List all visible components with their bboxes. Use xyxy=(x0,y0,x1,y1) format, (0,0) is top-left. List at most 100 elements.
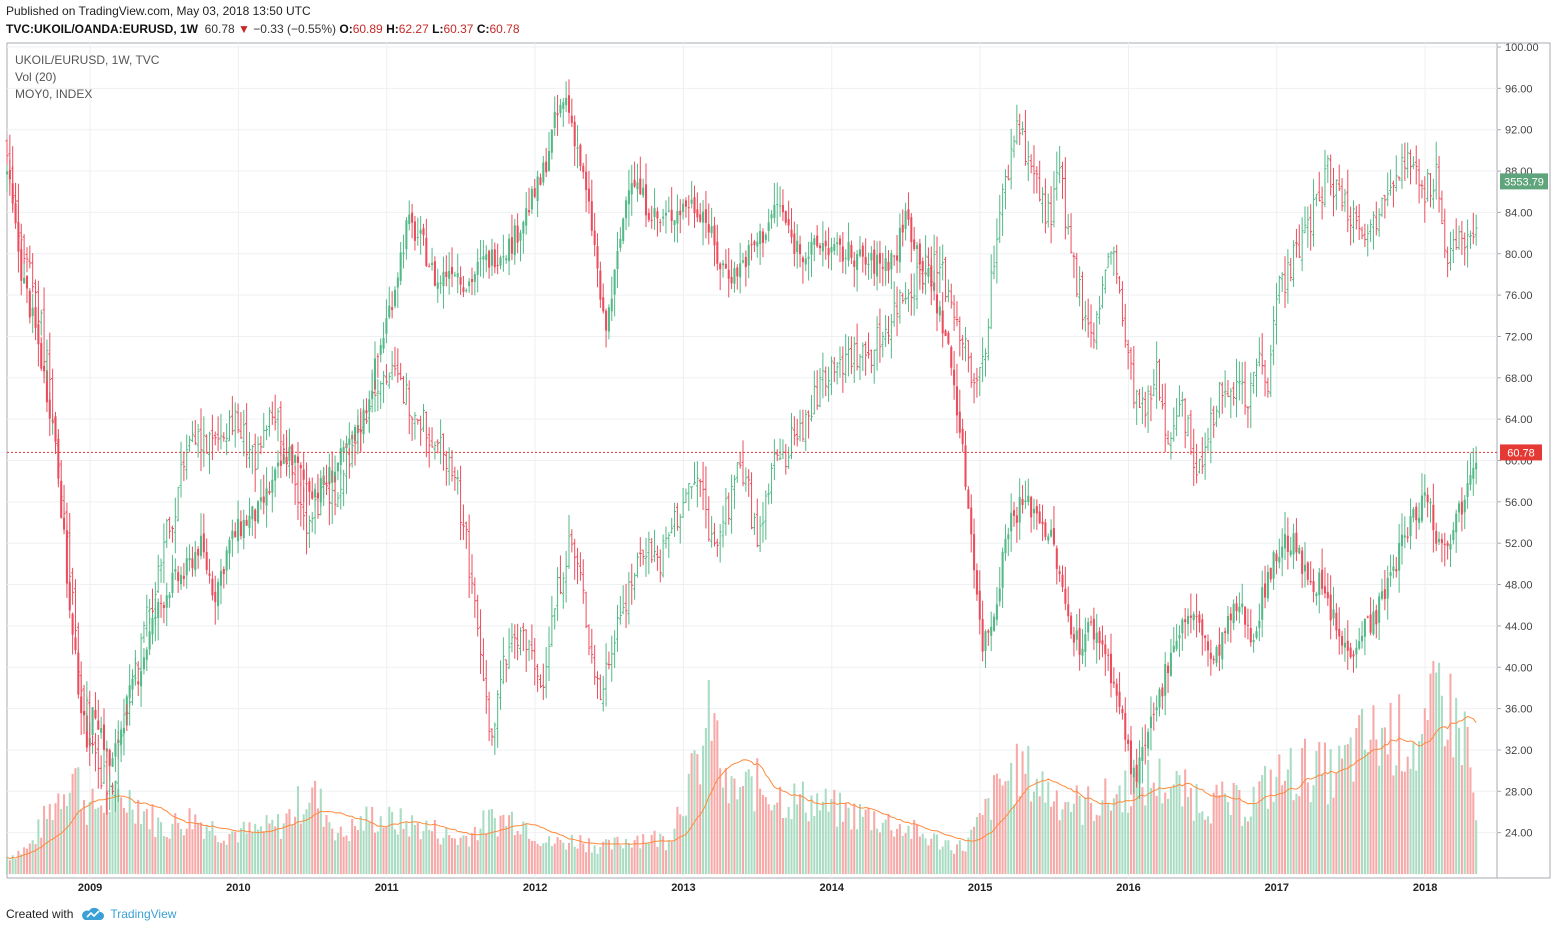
candle-body xyxy=(1052,528,1055,545)
volume-bar xyxy=(1206,816,1210,874)
volume-bar xyxy=(1047,781,1050,874)
candle-body xyxy=(702,211,705,223)
candle-body xyxy=(1352,654,1355,657)
legend-volume[interactable]: Vol (20) xyxy=(15,70,57,84)
candle-body xyxy=(151,617,154,635)
candle-body xyxy=(605,310,608,331)
volume-bar xyxy=(1283,780,1287,874)
legend-index[interactable]: MOY0, INDEX xyxy=(15,87,93,101)
candle-body xyxy=(513,225,516,256)
volume-bar xyxy=(1081,824,1084,874)
candle-body xyxy=(707,224,710,233)
candle-body xyxy=(1101,640,1104,645)
candle-body xyxy=(827,248,830,256)
volume-bar xyxy=(77,767,80,874)
candle-body xyxy=(165,595,168,608)
volume-bar xyxy=(1232,782,1235,874)
x-tick-label: 2015 xyxy=(968,882,992,894)
volume-bar xyxy=(1107,803,1110,874)
candle-body xyxy=(1426,494,1429,503)
volume-bar xyxy=(125,812,128,874)
candle-body xyxy=(1012,510,1016,516)
volume-bar xyxy=(1458,727,1461,874)
volume-bar xyxy=(25,848,28,874)
volume-bar xyxy=(833,789,836,874)
candle-body xyxy=(1124,713,1127,740)
candle-body xyxy=(28,290,31,318)
volume-bar xyxy=(174,812,177,874)
volume-bar xyxy=(285,813,288,874)
candle-body xyxy=(747,245,750,266)
candle-body xyxy=(1278,557,1281,563)
volume-bar xyxy=(1335,773,1338,874)
volume-bar xyxy=(607,839,610,874)
candle-body xyxy=(613,269,616,295)
candle-body xyxy=(1272,552,1275,579)
volume-bar xyxy=(667,840,670,874)
candle-body xyxy=(864,256,867,265)
candle-body xyxy=(217,581,220,607)
volume-bar xyxy=(368,822,371,874)
volume-bar xyxy=(722,787,725,874)
volume-bar xyxy=(727,803,730,874)
volume-bar xyxy=(816,793,819,874)
candle-body xyxy=(1406,536,1409,539)
candle-body xyxy=(1281,546,1284,558)
candle-body xyxy=(764,234,767,240)
high-value: 62.27 xyxy=(398,22,429,36)
candle-body xyxy=(915,245,919,249)
candle-body xyxy=(870,253,873,261)
volume-bar xyxy=(1312,785,1315,874)
candle-body xyxy=(308,481,311,492)
volume-bar xyxy=(536,843,539,874)
candle-body xyxy=(448,270,451,279)
candle-body xyxy=(941,310,944,334)
candle-body xyxy=(664,213,668,216)
volume-bar xyxy=(719,768,722,874)
volume-bar xyxy=(642,834,645,874)
candle-body xyxy=(836,242,839,245)
candle-body xyxy=(1018,497,1021,523)
tradingview-link[interactable]: TradingView xyxy=(81,907,176,921)
candle-body xyxy=(473,274,476,282)
candle-body xyxy=(876,254,879,277)
candle-body xyxy=(950,346,953,368)
volume-bar xyxy=(1466,726,1469,874)
volume-bar xyxy=(993,775,996,874)
candle-body xyxy=(1092,618,1095,640)
volume-bar xyxy=(707,680,710,874)
candle-body xyxy=(716,241,719,264)
candle-body xyxy=(336,462,339,472)
published-note: Published on TradingView.com, May 03, 20… xyxy=(6,4,311,18)
candle-body xyxy=(1010,512,1013,532)
volume-bar xyxy=(57,793,60,874)
volume-bar xyxy=(100,805,103,874)
candle-body xyxy=(1341,636,1344,646)
candle-body xyxy=(801,257,804,263)
candle-body xyxy=(262,496,265,503)
candle-body xyxy=(659,221,662,223)
volume-bar xyxy=(197,823,200,874)
volume-bar xyxy=(302,814,305,874)
volume-bar xyxy=(1446,739,1449,874)
y-tick-label: 100.00 xyxy=(1505,42,1539,54)
candle-body xyxy=(1172,645,1175,652)
volume-bar xyxy=(1378,765,1381,874)
volume-bar xyxy=(1281,785,1284,874)
volume-bar xyxy=(1420,734,1423,874)
volume-bar xyxy=(11,855,14,874)
candle-body xyxy=(1358,641,1361,649)
candle-body xyxy=(556,113,559,116)
legend-main-series[interactable]: UKOIL/EURUSD, 1W, TVC xyxy=(15,53,160,67)
candle-body xyxy=(530,189,533,210)
volume-bar xyxy=(276,814,280,874)
volume-bar xyxy=(1244,816,1247,874)
candle-body xyxy=(704,209,707,223)
volume-bar xyxy=(1075,785,1078,874)
candle-body xyxy=(148,631,151,650)
volume-bar xyxy=(1329,749,1332,874)
volume-bar xyxy=(393,829,396,874)
candle-body xyxy=(311,491,314,499)
volume-bar xyxy=(465,835,468,874)
